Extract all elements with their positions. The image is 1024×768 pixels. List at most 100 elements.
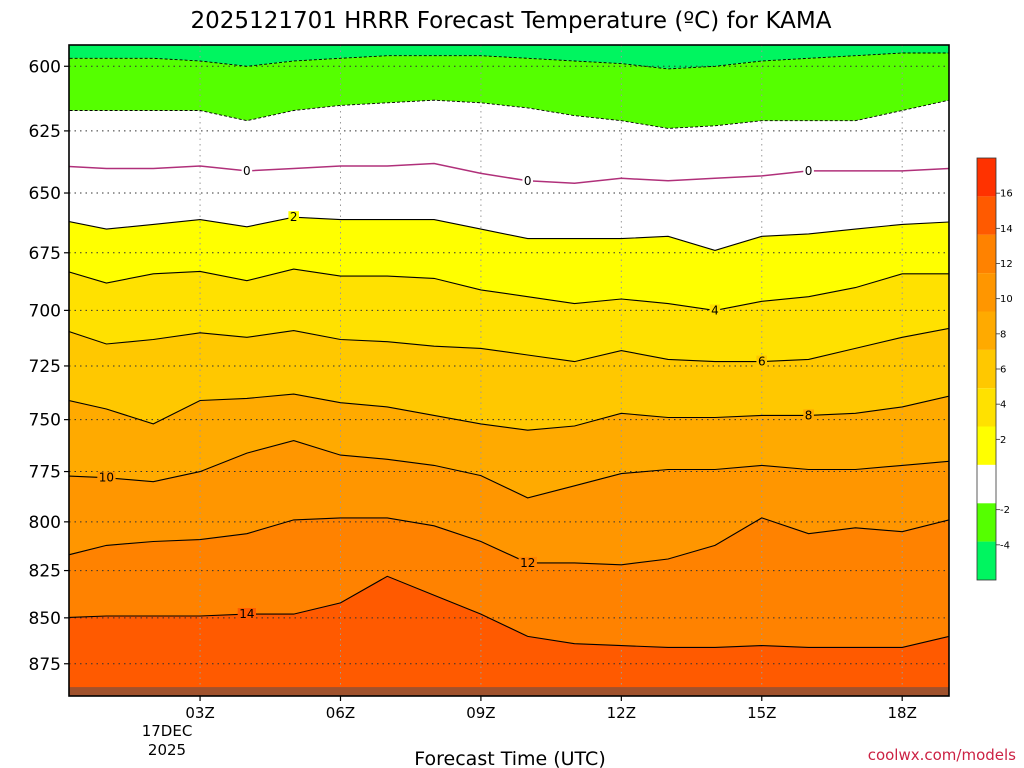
isotherm-label-bg: [288, 211, 299, 224]
colorbar-tick-label: -2: [1000, 505, 1010, 516]
isotherm-lines: [69, 52, 949, 648]
isotherm-label-text: 8: [805, 408, 813, 422]
y-tick-label: 750: [29, 411, 61, 431]
x-tick-label: 03Z: [185, 704, 214, 722]
x-date-line1: 17DEC: [142, 722, 193, 740]
isotherm-label-text: 2: [290, 210, 298, 224]
colorbar-swatch-16: [977, 158, 996, 197]
isotherm-label-text: 4: [711, 303, 719, 317]
colorbar-swatch-4: [977, 388, 996, 427]
chart-title: 2025121701 HRRR Forecast Temperature (ºC…: [191, 8, 832, 34]
temperature-bands: [69, 45, 949, 696]
colorbar-tick-label: 8: [1000, 329, 1006, 340]
y-tick-label: 600: [29, 57, 61, 77]
isotherm-label-10: 10: [97, 471, 116, 485]
band--2-to-0: [69, 100, 949, 184]
colorbar-swatch-14: [977, 196, 996, 235]
band-2-to-4: [69, 217, 949, 311]
isotherm-label-bg: [97, 471, 116, 484]
isotherm-label-text: 6: [758, 355, 766, 369]
colorbar-swatch-2: [977, 426, 996, 465]
isotherm-6: [69, 327, 949, 363]
isotherm-4: [69, 268, 949, 311]
band-0-to-2: [69, 163, 949, 251]
y-tick-label: 675: [29, 244, 61, 264]
isotherm-label-bg: [522, 174, 533, 187]
y-tick-label: 850: [29, 609, 61, 629]
colorbar-tick-label: -4: [1000, 540, 1010, 551]
x-axis: 03Z 06Z 09Z 12Z 15Z 18Z: [185, 696, 917, 722]
isotherm-label-6: 6: [756, 355, 767, 369]
isotherm-0: [69, 162, 949, 184]
colorbar-swatch--4: [977, 503, 996, 542]
isotherm-label-text: 0: [243, 164, 251, 178]
isotherm-label-4: 4: [709, 303, 721, 317]
isotherm-label-12: 12: [518, 556, 537, 570]
isotherm-label-2: 2: [288, 210, 299, 224]
colorbar-swatch-6: [977, 349, 996, 389]
grid-lines: [69, 45, 949, 696]
band-14-to-16: [69, 576, 949, 696]
credit-link[interactable]: coolwx.com/models: [868, 746, 1016, 764]
y-tick-label: 700: [29, 301, 61, 321]
isotherm-label-text: 10: [99, 471, 114, 485]
ground: [69, 687, 949, 696]
plot-area: 0 0 0 2 4 6 8 10 12 14: [69, 45, 949, 696]
isotherm-10: [69, 440, 949, 499]
isotherm-2: [69, 216, 949, 251]
isotherm-12: [69, 517, 949, 566]
band-12-to-14: [69, 517, 949, 648]
colorbar-tick-label: 6: [1000, 365, 1006, 376]
colorbar-tick-label: 10: [1000, 294, 1013, 305]
isotherm-label-text: 0: [805, 164, 813, 178]
isotherm-labels: 0 0 0 2 4 6 8 10 12 14: [97, 164, 814, 621]
y-tick-label: 625: [29, 122, 61, 142]
isotherm-label-8: 8: [803, 408, 814, 422]
isotherm-label-14: 14: [237, 607, 256, 621]
colorbar-tick-label: 14: [1000, 224, 1013, 235]
band-6-to-8: [69, 328, 949, 431]
colorbar-swatch--6: [977, 541, 996, 580]
ground-layer: [69, 687, 949, 696]
isotherm-14: [69, 575, 949, 648]
isotherm-label-text: 12: [520, 556, 535, 570]
isotherm--2: [69, 99, 949, 129]
isotherm-8: [69, 393, 949, 431]
y-tick-label: 825: [29, 562, 61, 582]
x-tick-label: 06Z: [326, 704, 355, 722]
y-tick-label: 775: [29, 463, 61, 483]
x-axis-label: Forecast Time (UTC): [414, 748, 605, 768]
y-tick-label: 800: [29, 513, 61, 533]
colorbar-tick-label: 4: [1000, 400, 1006, 411]
x-tick-label: 15Z: [747, 704, 776, 722]
isotherm-label-bg: [241, 164, 253, 177]
colorbar-swatch-8: [977, 311, 996, 350]
isotherm-label-bg: [709, 304, 721, 317]
x-tick-label: 12Z: [607, 704, 636, 722]
isotherm-label-bg: [803, 409, 814, 422]
isotherm-label-0: 0: [803, 164, 814, 178]
band--4-to--2: [69, 53, 949, 129]
x-tick-label: 09Z: [466, 704, 495, 722]
isotherm-label-bg: [803, 164, 814, 177]
y-tick-label: 650: [29, 184, 61, 204]
x-tick-label: 18Z: [888, 704, 917, 722]
y-axis: 600 625 650 675 700 725 750 775 800 825 850 875: [29, 57, 69, 675]
colorbar-tick-label: 12: [1000, 259, 1013, 270]
isotherm-label-bg: [518, 556, 537, 569]
isotherm-label-text: 14: [239, 607, 254, 621]
colorbar-tick-label: 2: [1000, 435, 1006, 446]
isotherm-label-text: 0: [524, 174, 532, 188]
colorbar: 16 14 12 10 8 6 4 2 -2 -4: [976, 157, 1013, 581]
x-date-line2: 2025: [148, 741, 186, 759]
colorbar-swatch-10: [977, 273, 996, 312]
isotherm-label-bg: [237, 608, 256, 621]
y-tick-label: 725: [29, 357, 61, 377]
isotherm-label-bg: [756, 355, 767, 368]
isotherm-label-0: 0: [241, 164, 253, 178]
isotherm-label-0: 0: [522, 174, 533, 188]
plot-frame: [68, 44, 950, 697]
isotherm--4: [69, 52, 949, 70]
colorbar-swatch--2: [977, 464, 996, 504]
